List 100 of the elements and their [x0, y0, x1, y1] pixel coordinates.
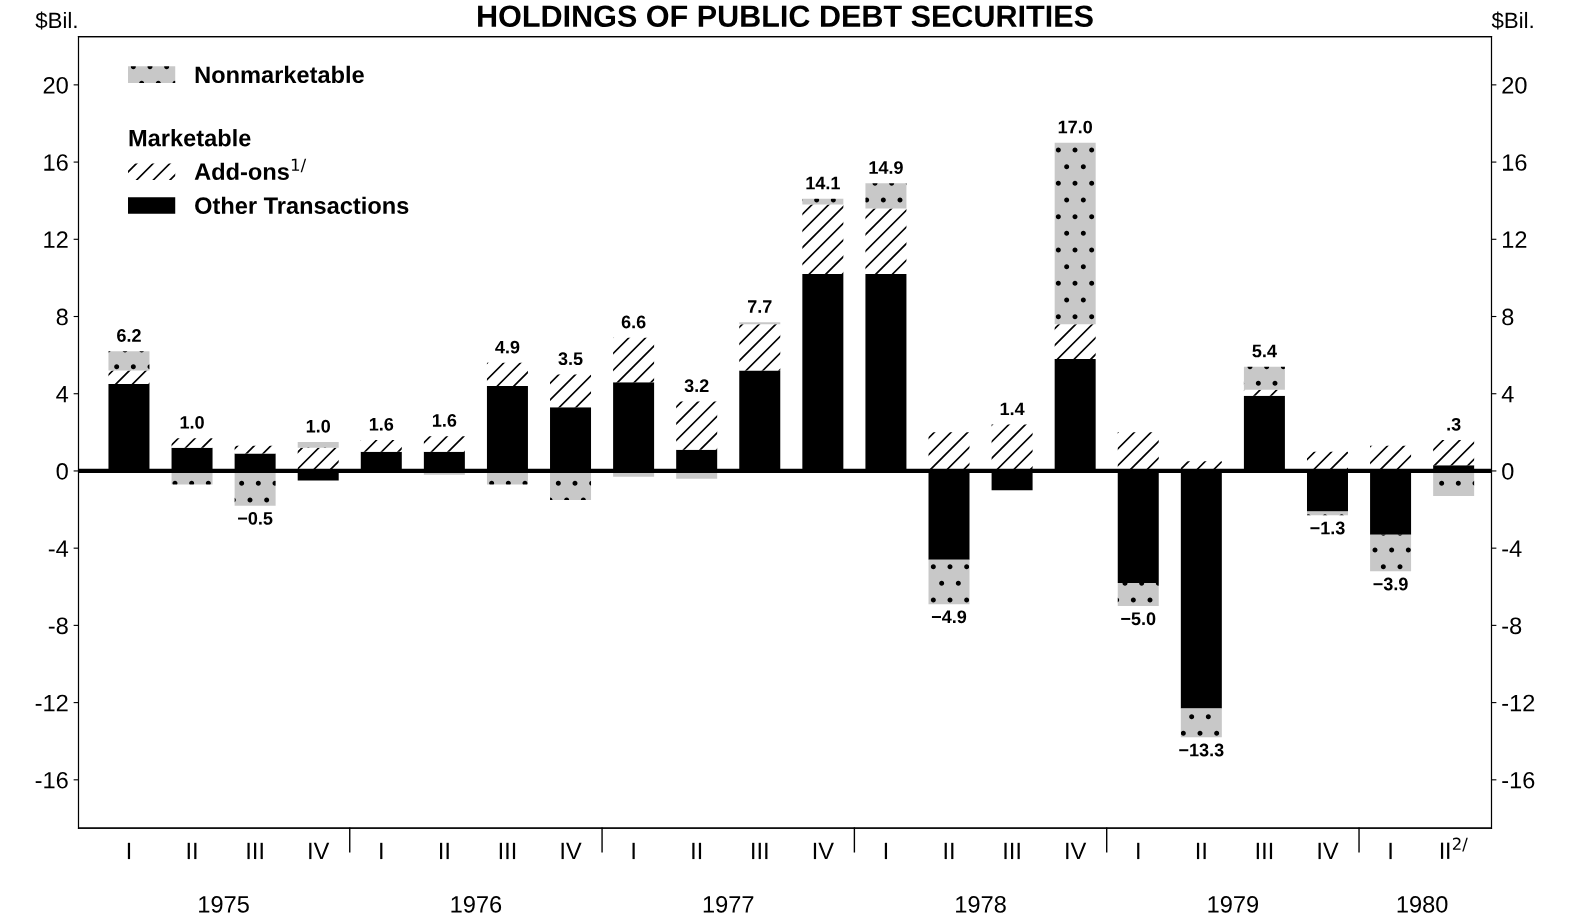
bar — [1433, 440, 1475, 466]
x-tick-label: IV — [309, 842, 330, 860]
bar — [1243, 366, 1285, 390]
text: 1980 — [1397, 895, 1448, 913]
x-tick-label: I — [127, 842, 131, 860]
x-tick-label: I — [884, 842, 888, 860]
x-tick-label: IV — [1066, 842, 1087, 860]
y2-tick-label: 0 — [1502, 463, 1514, 480]
bar — [108, 351, 150, 371]
bar — [865, 183, 907, 209]
bar — [1306, 511, 1348, 516]
bar — [739, 324, 781, 371]
bar — [991, 424, 1033, 471]
y-tick-label: 4 — [56, 386, 69, 403]
bar — [1370, 534, 1412, 572]
y-tick-label: 20 — [43, 76, 68, 94]
y-tick-label: 0 — [56, 463, 68, 480]
total-label: 3.5 — [558, 352, 583, 366]
bar — [1370, 445, 1412, 471]
y2-tick-label: 12 — [1503, 231, 1527, 248]
bar — [676, 401, 718, 450]
total-label: 3.2 — [684, 379, 709, 393]
legend-label: Add-ons$^{1/}$ — [194, 158, 307, 181]
x-tick-label: II — [439, 842, 449, 860]
bar — [360, 440, 402, 452]
total-label: 1.0 — [180, 415, 204, 429]
bar — [297, 441, 339, 448]
x-tick-label: II — [944, 842, 954, 860]
total-label: −3.9 — [1373, 577, 1408, 591]
bar — [802, 198, 844, 205]
y2-tick-label: -8 — [1502, 617, 1522, 635]
total-label: −4.9 — [931, 610, 967, 624]
bar — [1117, 432, 1159, 471]
total-label: 14.9 — [869, 161, 903, 174]
x-tick-label: IV — [813, 842, 834, 860]
bar — [234, 445, 276, 454]
bar — [234, 470, 276, 506]
x-tick-label: I — [1137, 842, 1140, 860]
y2-tick-label: -12 — [1502, 694, 1535, 712]
bar — [1117, 582, 1159, 607]
bar — [550, 470, 592, 500]
y-tick-label: -16 — [35, 771, 68, 789]
x-tick-label: I — [1389, 842, 1392, 860]
bar — [423, 436, 465, 452]
x-tick-label: II$^{2/}$ — [1440, 837, 1468, 859]
y2-tick-label: -16 — [1502, 771, 1535, 789]
total-label: −1.3 — [1310, 521, 1345, 535]
y2-tick-label: 4 — [1501, 386, 1514, 403]
total-label: 6.6 — [621, 315, 646, 329]
bar — [613, 337, 655, 383]
bar — [928, 559, 970, 605]
y-tick-label: 8 — [56, 308, 68, 326]
bar — [550, 374, 592, 408]
total-label: 7.7 — [748, 300, 772, 313]
legend-label: Nonmarketable — [195, 65, 364, 84]
x-tick-label: II — [1196, 842, 1206, 860]
x-tick-label: III — [1256, 842, 1273, 860]
y-axis-title: $Bil. — [35, 11, 77, 30]
total-label: −13.3 — [1179, 743, 1224, 757]
legend-label: Other Transactions — [195, 196, 409, 215]
bar — [171, 438, 213, 448]
total-label: 4.9 — [495, 340, 520, 354]
text: 1977 — [703, 895, 754, 913]
bar — [1054, 324, 1096, 359]
x-tick-label: III — [247, 842, 263, 860]
bar — [1243, 389, 1285, 396]
x-tick-label: II — [692, 842, 702, 860]
y2-tick-label: -4 — [1502, 540, 1522, 557]
bar — [928, 432, 970, 471]
x-tick-label: I — [380, 842, 383, 860]
x-tick-label: IV — [1318, 842, 1339, 860]
y-tick-label: 16 — [44, 154, 68, 171]
x-tick-label: III — [1004, 842, 1020, 860]
bar — [1433, 470, 1475, 497]
x-tick-label: II — [187, 842, 197, 860]
y-tick-label: 12 — [44, 231, 68, 248]
x-tick-label: I — [632, 842, 635, 860]
bar — [297, 447, 339, 471]
y-tick-label: -12 — [35, 694, 68, 712]
total-label: 1.6 — [369, 417, 394, 431]
text: 1976 — [451, 895, 502, 913]
text: 1978 — [956, 895, 1006, 913]
x-tick-label: IV — [561, 842, 582, 860]
total-label: 17.0 — [1058, 120, 1092, 134]
x-tick-label: III — [499, 842, 516, 860]
y2-axis-title: $Bil. — [1491, 11, 1533, 30]
total-label: 5.4 — [1252, 344, 1277, 358]
bar — [1054, 142, 1096, 325]
y-tick-label: -4 — [48, 540, 69, 557]
total-label: 14.1 — [806, 176, 840, 190]
bar — [865, 208, 907, 275]
total-label: −5.0 — [1121, 612, 1156, 626]
y2-tick-label: 16 — [1503, 154, 1527, 171]
text: 1979 — [1208, 895, 1259, 913]
total-label: −0.5 — [238, 511, 273, 525]
total-label: .3 — [1447, 417, 1461, 431]
legend-title: Marketable — [129, 129, 251, 147]
total-label: 1.0 — [306, 419, 331, 433]
y-tick-label: -8 — [48, 617, 68, 635]
y2-tick-label: 20 — [1502, 76, 1527, 94]
